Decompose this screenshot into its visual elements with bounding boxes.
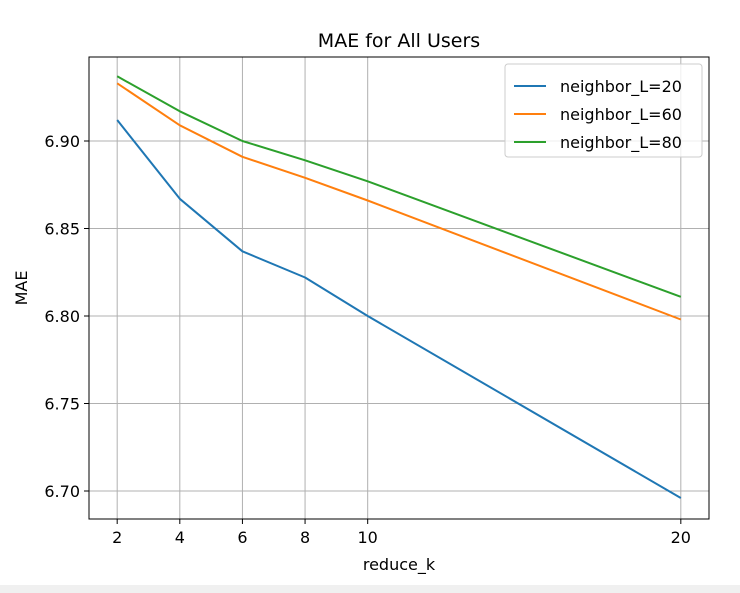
legend-label: neighbor_L=20 [560, 77, 682, 97]
series-lines [116, 75, 682, 499]
y-axis-ticks: 6.70 6.75 6.80 6.85 6.90 [44, 132, 89, 501]
legend-label: neighbor_L=80 [560, 133, 682, 153]
series-line [116, 82, 682, 321]
x-axis-label: reduce_k [363, 555, 436, 575]
series-line [116, 75, 682, 298]
y-tick-label: 6.85 [44, 220, 80, 239]
y-tick-label: 6.90 [44, 132, 80, 151]
x-tick-label: 2 [112, 528, 122, 547]
x-tick-label: 10 [358, 528, 378, 547]
x-tick-label: 6 [237, 528, 247, 547]
legend-label: neighbor_L=60 [560, 105, 682, 125]
chart-title: MAE for All Users [318, 30, 480, 52]
series-line [116, 119, 682, 499]
y-tick-label: 6.70 [44, 482, 80, 501]
y-tick-label: 6.80 [44, 307, 80, 326]
legend-box [504, 63, 703, 158]
x-tick-label: 8 [300, 528, 310, 547]
x-tick-label: 20 [671, 528, 691, 547]
y-axis-label: MAE [12, 271, 31, 306]
plot-frame [88, 56, 710, 520]
x-tick-label: 4 [175, 528, 185, 547]
y-tick-label: 6.75 [44, 395, 80, 414]
legend: neighbor_L=20 neighbor_L=60 neighbor_L=80 [504, 63, 703, 158]
x-axis-ticks: 2 4 6 8 10 20 [112, 519, 691, 547]
